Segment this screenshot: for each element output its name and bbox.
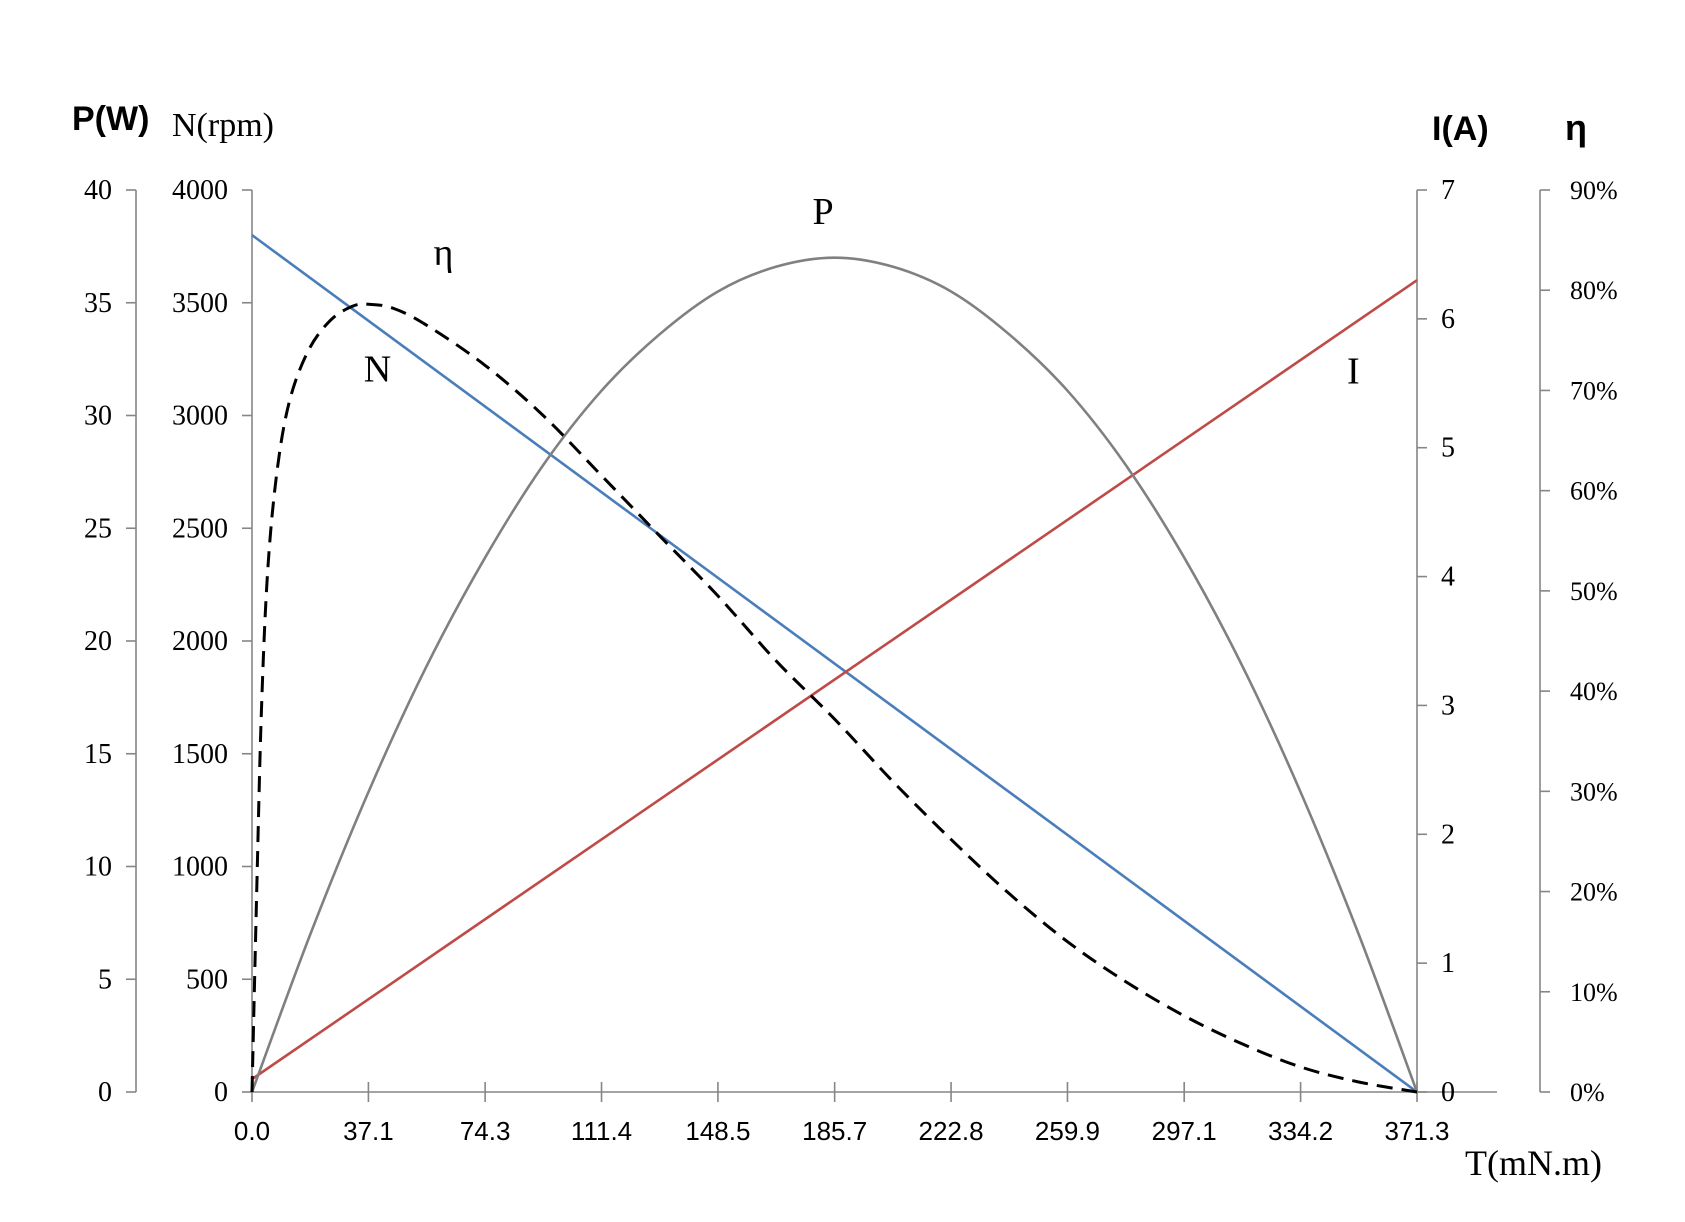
power-axis-title: P(W) <box>72 100 149 138</box>
speed-curve <box>251 234 1418 1094</box>
curve-label: I <box>1347 350 1360 392</box>
speed-tick-label: 1500 <box>172 739 228 770</box>
efficiency-tick-label: 20% <box>1570 878 1618 907</box>
x-tick-label: 334.2 <box>1268 1116 1333 1146</box>
speed-tick-label: 0 <box>214 1077 228 1108</box>
efficiency-curve <box>250 302 1418 1094</box>
current-tick-label: 6 <box>1441 304 1455 335</box>
current-tick-label: 0 <box>1441 1077 1455 1108</box>
current-tick-label: 7 <box>1441 175 1455 206</box>
chart-labels: P(W) N(rpm) I(A) η T(mN.m) Nη P I <box>72 100 1602 1183</box>
speed-tick-label: 1000 <box>172 852 228 883</box>
power-tick-label: 5 <box>98 964 112 995</box>
current-tick-label: 4 <box>1441 562 1455 593</box>
power-curve <box>250 256 1419 1093</box>
curve-label: N <box>364 349 391 391</box>
power-tick-label: 35 <box>84 288 112 319</box>
x-tick-label: 185.7 <box>802 1116 867 1146</box>
x-tick-label: 37.1 <box>343 1116 394 1146</box>
x-tick-label: 111.4 <box>571 1116 632 1146</box>
current-curve <box>251 279 1418 1081</box>
efficiency-tick-label: 90% <box>1570 176 1618 205</box>
curve-label: η <box>433 232 453 274</box>
efficiency-axis-title: η <box>1565 107 1587 148</box>
chart-series <box>250 234 1419 1094</box>
efficiency-tick-label: 70% <box>1570 376 1618 405</box>
current-tick-label: 2 <box>1441 819 1455 850</box>
current-tick-label: 3 <box>1441 690 1455 721</box>
efficiency-tick-label: 50% <box>1570 577 1618 606</box>
chart-axes: 0.0 37.1 74.3 111.4 148.5 185.7 222.8 259.9 297.… <box>84 175 1618 1146</box>
curve-label: P <box>812 191 833 233</box>
efficiency-tick-label: 0% <box>1570 1078 1605 1107</box>
power-tick-label: 0 <box>98 1077 112 1108</box>
x-tick-label: 74.3 <box>460 1116 511 1146</box>
power-tick-label: 20 <box>84 626 112 657</box>
x-tick-label: 0.0 <box>234 1116 270 1146</box>
x-tick-label: 259.9 <box>1035 1116 1100 1146</box>
x-tick-label: 297.1 <box>1152 1116 1217 1146</box>
power-tick-label: 15 <box>84 739 112 770</box>
power-tick-label: 30 <box>84 401 112 432</box>
current-tick-label: 1 <box>1441 948 1455 979</box>
speed-tick-label: 3500 <box>172 288 228 319</box>
efficiency-tick-label: 80% <box>1570 276 1618 305</box>
x-tick-label: 222.8 <box>919 1116 984 1146</box>
x-tick-label: 371.3 <box>1384 1116 1449 1146</box>
speed-tick-label: 2000 <box>172 626 228 657</box>
torque-axis-title: T(mN.m) <box>1465 1143 1602 1183</box>
efficiency-tick-label: 60% <box>1570 477 1618 506</box>
power-tick-label: 10 <box>84 852 112 883</box>
speed-axis-title: N(rpm) <box>172 107 274 144</box>
current-tick-label: 5 <box>1441 433 1455 464</box>
efficiency-tick-label: 40% <box>1570 677 1618 706</box>
efficiency-tick-label: 10% <box>1570 978 1618 1007</box>
speed-tick-label: 3000 <box>172 401 228 432</box>
power-tick-label: 25 <box>84 513 112 544</box>
power-tick-label: 40 <box>84 175 112 206</box>
current-axis-title: I(A) <box>1432 110 1489 148</box>
efficiency-tick-label: 30% <box>1570 777 1618 806</box>
speed-tick-label: 4000 <box>172 175 228 206</box>
speed-tick-label: 2500 <box>172 513 228 544</box>
speed-tick-label: 500 <box>186 964 228 995</box>
x-tick-label: 148.5 <box>685 1116 750 1146</box>
